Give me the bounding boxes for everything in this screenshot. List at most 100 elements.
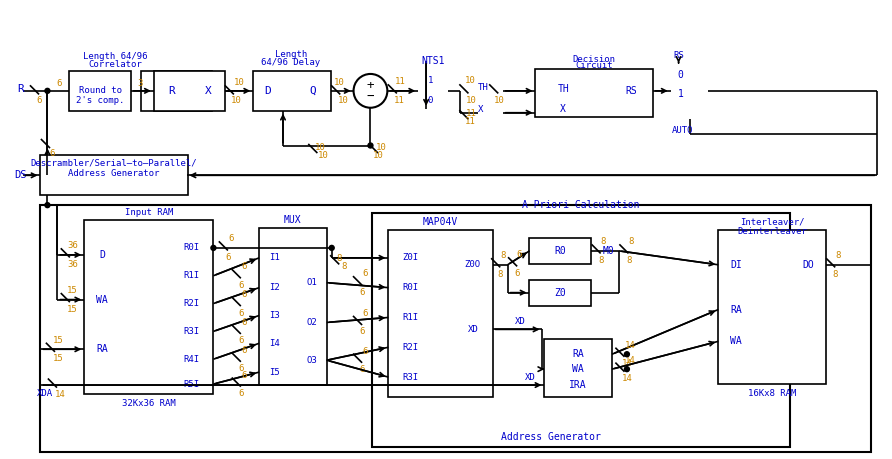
- Text: 10: 10: [376, 143, 386, 151]
- Text: DO: DO: [802, 260, 814, 270]
- Text: 8: 8: [628, 237, 633, 246]
- Text: 10: 10: [318, 151, 328, 160]
- Text: R: R: [169, 86, 175, 96]
- Text: 10: 10: [466, 96, 476, 105]
- Text: R3I: R3I: [184, 327, 200, 336]
- Text: R0I: R0I: [402, 283, 418, 292]
- Text: R2I: R2I: [184, 299, 200, 308]
- Text: 10: 10: [338, 96, 349, 105]
- Bar: [535, 69, 653, 117]
- Text: 10: 10: [234, 78, 244, 87]
- Text: R3I: R3I: [402, 373, 418, 381]
- Text: Z0O: Z0O: [465, 260, 481, 269]
- Text: +: +: [367, 79, 375, 92]
- Text: Descrambler/Serial–to–Parallel/: Descrambler/Serial–to–Parallel/: [30, 159, 197, 168]
- Text: R5I: R5I: [184, 380, 200, 389]
- Text: 32Kx36 RAM: 32Kx36 RAM: [122, 399, 176, 409]
- Circle shape: [624, 367, 630, 372]
- Text: NTS1: NTS1: [421, 56, 445, 66]
- Text: 15: 15: [53, 354, 63, 363]
- Text: Deinterleaver: Deinterleaver: [737, 228, 807, 236]
- Text: 2's comp.: 2's comp.: [76, 96, 124, 105]
- Text: 0: 0: [678, 70, 683, 80]
- Text: 6: 6: [228, 235, 234, 243]
- Text: RA: RA: [96, 344, 108, 354]
- Bar: [40, 205, 871, 452]
- Text: R: R: [18, 84, 24, 94]
- Text: 11: 11: [394, 96, 405, 105]
- Text: XD: XD: [525, 373, 536, 381]
- Text: 10: 10: [231, 96, 242, 105]
- Circle shape: [329, 246, 334, 250]
- Text: 6: 6: [238, 336, 244, 345]
- Text: Z0I: Z0I: [402, 253, 418, 263]
- Text: RS: RS: [625, 86, 637, 96]
- Text: 6: 6: [238, 364, 244, 373]
- Text: R1I: R1I: [402, 313, 418, 322]
- Text: 14: 14: [622, 359, 632, 368]
- Text: 16Kx8 RAM: 16Kx8 RAM: [747, 390, 797, 398]
- Text: Circuit: Circuit: [575, 62, 613, 71]
- Text: 15: 15: [67, 286, 78, 295]
- Text: 6: 6: [363, 347, 368, 356]
- Text: A Priori Calculation: A Priori Calculation: [523, 200, 640, 210]
- Text: RA: RA: [573, 349, 584, 359]
- Text: 6: 6: [238, 389, 244, 398]
- Text: D: D: [99, 250, 105, 260]
- Text: Length 64/96: Length 64/96: [83, 51, 147, 61]
- Text: X: X: [478, 105, 483, 114]
- Bar: [141, 71, 212, 111]
- Text: 6: 6: [226, 253, 231, 262]
- Text: Round to: Round to: [78, 86, 121, 95]
- Text: 8: 8: [336, 254, 342, 263]
- Bar: [70, 71, 131, 111]
- Text: 14: 14: [624, 341, 635, 350]
- Text: R0: R0: [555, 246, 566, 256]
- Circle shape: [368, 143, 373, 148]
- Text: M0: M0: [603, 246, 615, 256]
- Text: DI: DI: [731, 260, 742, 270]
- Bar: [373, 213, 790, 447]
- Bar: [40, 156, 187, 195]
- Text: 6: 6: [49, 150, 54, 158]
- Text: 10: 10: [315, 143, 326, 151]
- Bar: [84, 220, 213, 394]
- Text: 3: 3: [137, 79, 143, 89]
- Text: XD: XD: [516, 317, 526, 326]
- Text: Address Generator: Address Generator: [69, 169, 160, 178]
- Text: R4I: R4I: [184, 355, 200, 364]
- Text: 36: 36: [67, 241, 78, 251]
- Text: 6: 6: [57, 79, 62, 89]
- Text: I1: I1: [268, 253, 279, 263]
- Text: Interleaver/: Interleaver/: [739, 218, 805, 227]
- Text: X: X: [560, 104, 566, 114]
- Text: WA: WA: [573, 364, 584, 374]
- Bar: [544, 339, 612, 397]
- Text: 14: 14: [54, 390, 65, 399]
- Text: D: D: [265, 86, 271, 96]
- Text: 6: 6: [238, 308, 244, 318]
- Text: Z0: Z0: [555, 288, 566, 297]
- Circle shape: [45, 203, 50, 207]
- Text: R0I: R0I: [184, 243, 200, 252]
- Text: 6: 6: [359, 288, 365, 297]
- Text: 14: 14: [624, 356, 635, 365]
- Text: 6: 6: [515, 269, 520, 278]
- Text: I4: I4: [268, 339, 279, 348]
- Text: 0: 0: [427, 96, 433, 105]
- Text: Correlator: Correlator: [88, 60, 142, 68]
- Text: XDA: XDA: [37, 388, 54, 397]
- Text: MAP04V: MAP04V: [423, 217, 458, 227]
- Text: Decision: Decision: [573, 55, 615, 63]
- Text: 15: 15: [53, 336, 63, 345]
- Text: 6: 6: [242, 346, 247, 355]
- Text: 8: 8: [598, 256, 604, 265]
- Bar: [718, 230, 826, 384]
- Text: I5: I5: [268, 368, 279, 377]
- Text: 6: 6: [242, 370, 247, 380]
- Text: AUTO: AUTO: [672, 126, 693, 135]
- Text: 8: 8: [835, 252, 840, 260]
- Text: 6: 6: [242, 318, 247, 327]
- Text: XD: XD: [467, 325, 478, 334]
- Text: 6: 6: [242, 262, 247, 271]
